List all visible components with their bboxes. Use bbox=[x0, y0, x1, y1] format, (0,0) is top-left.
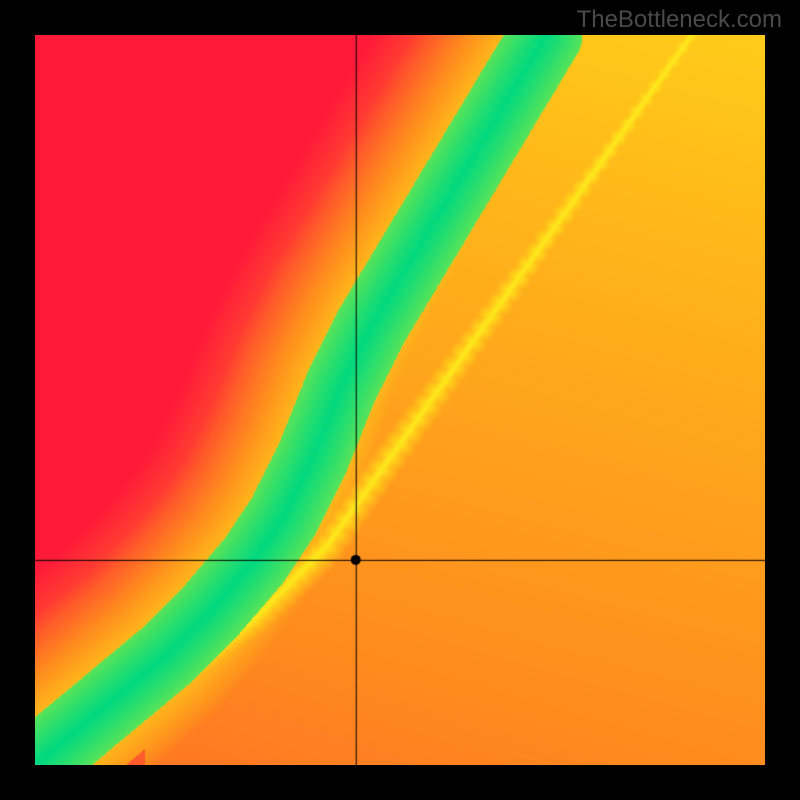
watermark-text: TheBottleneck.com bbox=[577, 6, 782, 34]
chart-container: TheBottleneck.com bbox=[0, 0, 800, 800]
bottleneck-heatmap bbox=[35, 35, 765, 765]
